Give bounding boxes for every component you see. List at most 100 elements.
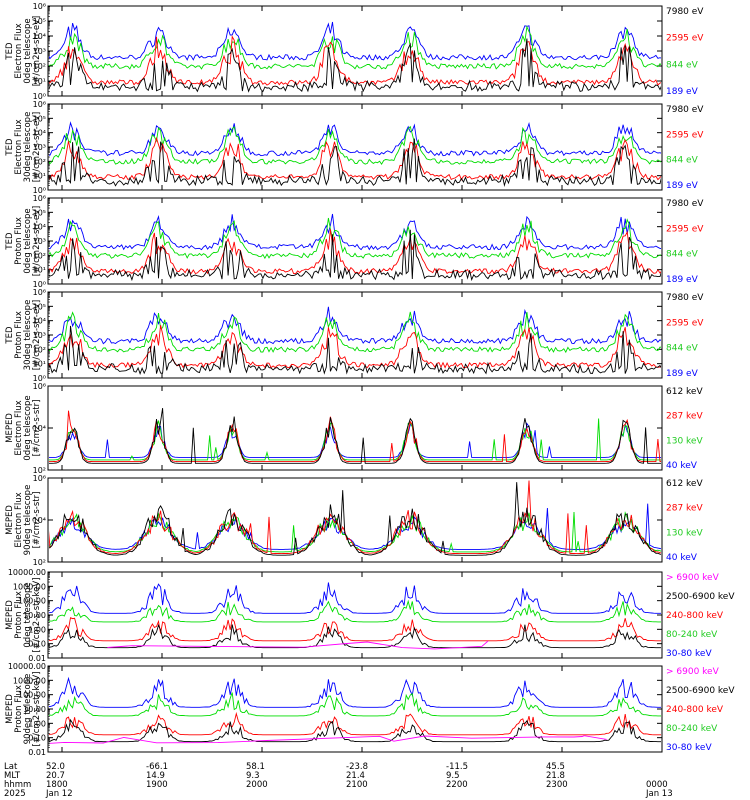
x-axis-row-label: hhmm (4, 780, 31, 790)
y-axis-label: 0deg telescope (23, 18, 33, 83)
y-axis-label: MEPED (5, 600, 15, 630)
legend-entry: 40 keV (666, 461, 698, 471)
x-tick-label-mlt: 20.7 (46, 771, 65, 781)
y-tick-label: 0.01 (28, 654, 46, 663)
traces (49, 213, 661, 282)
y-tick-label: 10⁵ (33, 302, 46, 311)
y-tick-label: 100.00 (18, 597, 46, 606)
series-line-1 (49, 229, 661, 282)
legend-entry: 189 eV (666, 87, 699, 97)
plot-frame (47, 291, 663, 379)
y-tick-label: 10² (33, 251, 46, 260)
y-tick-label: 10⁰ (33, 92, 46, 101)
x-tick-label-date: Jan 12 (45, 789, 73, 799)
legend-entry: 80-240 keV (666, 724, 718, 734)
legend-entry: 287 keV (666, 504, 703, 514)
x-tick-label-hhmm: 2100 (346, 780, 368, 790)
y-tick-label: 10³ (33, 143, 46, 152)
y-tick-label: 10⁵ (33, 114, 46, 123)
y-tick-label: 10⁶ (33, 194, 46, 203)
y-axis-label: Proton Flux (14, 217, 24, 265)
x-tick-label-hhmm: 0000 (646, 780, 668, 790)
legend-entry: 844 eV (666, 250, 699, 260)
series-line-5 (49, 676, 661, 708)
legend-entry: 7980 eV (666, 199, 704, 209)
panel-3: 10⁰ 10¹ 10² 10³ 10⁴ 10⁵ 10⁶ TED Proton Flux 0deg … (5, 194, 704, 289)
x-tick-label-hhmm: 2300 (546, 780, 568, 790)
series-line-4 (49, 422, 661, 458)
y-axis-label: 90deg telescope (23, 674, 33, 745)
x-tick-label-mlt: 21.8 (546, 771, 565, 781)
legend-entry: 612 keV (666, 479, 703, 489)
y-axis-label: 0deg telescope (23, 208, 33, 273)
legend-entry: 189 eV (666, 369, 699, 379)
y-tick-label: 10¹ (33, 266, 46, 275)
y-tick-label: 10¹ (33, 360, 46, 369)
y-axis-label: [#/cm2-s-str] (32, 400, 42, 457)
y-tick-label: 10⁶ (33, 100, 46, 109)
y-tick-label: 10¹ (33, 77, 46, 86)
plot-frame (47, 571, 663, 659)
y-axis-label: TED (5, 138, 15, 157)
y-axis-label: Electron Flux (14, 400, 24, 455)
series-line-3 (49, 418, 661, 461)
legend-entry: 189 eV (666, 181, 699, 191)
x-tick-label-hhmm: 1800 (46, 780, 68, 790)
y-tick-label: 10.00 (23, 611, 46, 620)
series-line-3 (49, 711, 661, 736)
panel-1: 10⁰ 10¹ 10² 10³ 10⁴ 10⁵ 10⁶ TED Electron Flux 0de… (5, 2, 704, 101)
traces (49, 121, 661, 187)
y-tick-label: 10⁴ (33, 129, 46, 138)
y-tick-label: 1000.00 (13, 676, 46, 685)
y-tick-label: 0.10 (28, 640, 46, 649)
y-tick-label: 10⁴ (33, 516, 46, 525)
y-axis-label: 30deg telescope (23, 300, 33, 371)
x-tick-label-date: Jan 13 (645, 789, 673, 799)
legend-entry: 189 eV (666, 275, 699, 285)
plot-frame (47, 665, 663, 753)
legend-entry: 80-240 keV (666, 630, 718, 640)
y-tick-label: 10⁶ (33, 2, 46, 11)
y-tick-label: 10⁶ (33, 382, 46, 391)
x-axis-row-label: Lat (4, 762, 18, 772)
y-tick-label: 10² (33, 62, 46, 71)
series-line-4 (49, 21, 661, 61)
x-tick-label-lat: 52.0 (46, 762, 65, 772)
series-line-3 (49, 617, 661, 642)
traces (49, 676, 661, 744)
series-line-5 (49, 582, 661, 614)
y-axis-label: MEPED (5, 505, 15, 535)
y-axis-label: MEPED (5, 413, 15, 443)
y-tick-label: 10² (33, 345, 46, 354)
y-axis-label: [#/cm2-s-str-keV] (32, 672, 42, 747)
panel-8: 0.01 0.10 1.00 10.00 100.00 1000.00 10000.00 ME… (5, 662, 735, 757)
y-tick-label: 1.00 (28, 625, 46, 634)
legend-entry: 2595 eV (666, 318, 704, 328)
traces (49, 21, 661, 93)
y-tick-label: 10⁴ (33, 424, 46, 433)
x-tick-label-hhmm: 1900 (146, 780, 168, 790)
series-line-4 (49, 121, 661, 157)
y-axis-label: Electron Flux (14, 119, 24, 174)
x-tick-label-mlt: 21.4 (346, 771, 365, 781)
traces (49, 306, 661, 376)
x-tick-label-lat: -66.1 (146, 762, 168, 772)
series-line-1 (107, 640, 489, 650)
y-tick-label: 10⁰ (33, 374, 46, 383)
x-tick-label-hhmm: 2200 (446, 780, 468, 790)
y-axis-label: 0deg telescope (23, 395, 33, 460)
y-tick-label: 10.00 (23, 705, 46, 714)
y-axis-label: [#/cm2-s-str-eV] (32, 112, 42, 182)
y-tick-label: 10⁴ (33, 32, 46, 41)
y-tick-label: 10⁰ (33, 280, 46, 289)
legend-entry: 2595 eV (666, 224, 704, 234)
y-axis-label: Electron Flux (14, 23, 24, 78)
y-tick-label: 10000.00 (8, 568, 46, 577)
traces (49, 480, 661, 556)
panel-2: 10⁰ 10¹ 10² 10³ 10⁴ 10⁵ 10⁶ TED Electron Flux 30d… (5, 100, 704, 195)
y-axis-label: TED (5, 42, 15, 61)
legend-entry: 612 keV (666, 387, 703, 397)
series-line-3 (49, 125, 661, 165)
series-line-2 (49, 136, 661, 181)
